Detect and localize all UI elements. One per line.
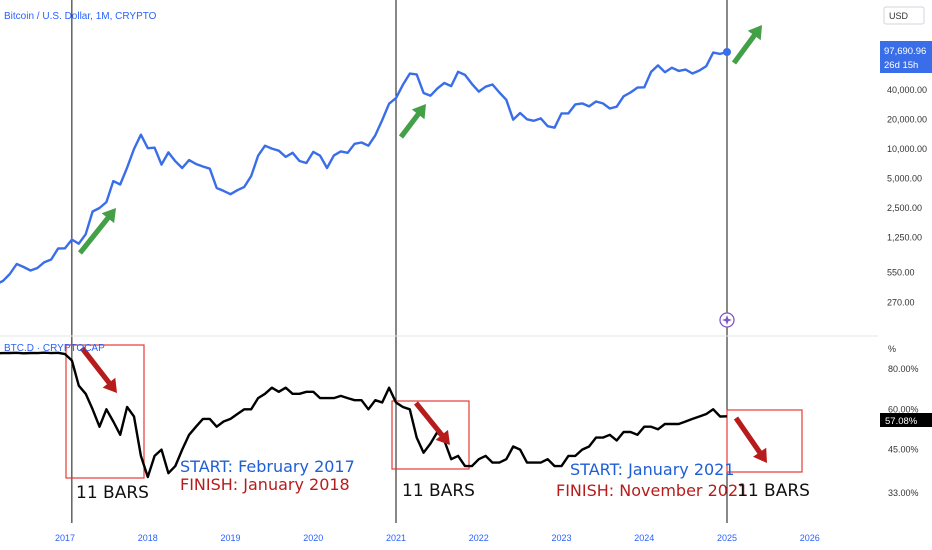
- cycle-finish-label: FINISH: November 2021: [556, 481, 748, 500]
- alert-marker-icon[interactable]: [719, 312, 735, 328]
- dominance-axis-tick: 80.00%: [888, 364, 919, 374]
- price-axis-tick: 5,000.00: [887, 174, 922, 184]
- price-axis-tick: 10,000.00: [887, 144, 927, 154]
- bars-range-box: [65, 344, 145, 479]
- arrow-up-icon: [78, 208, 116, 255]
- arrow-up-icon: [731, 25, 762, 65]
- price-series-line: [0, 50, 728, 284]
- price-axis-tick: 20,000.00: [887, 115, 927, 125]
- price-axis-tick: 40,000.00: [887, 85, 927, 95]
- bars-count-label: 11 BARS: [737, 481, 810, 501]
- bars-count-label: 11 BARS: [402, 481, 475, 501]
- dominance-last-label: 57.08%: [885, 416, 918, 427]
- dominance-axis-tick: 60.00%: [888, 404, 919, 414]
- last-price-label: 97,690.96: [884, 46, 926, 57]
- time-axis-tick: 2022: [469, 533, 489, 543]
- dominance-series-line: [0, 351, 728, 479]
- arrow-down-icon: [414, 401, 450, 445]
- time-axis-tick: 2023: [551, 533, 571, 543]
- last-price-dot: [723, 48, 731, 56]
- dominance-last-label-bg: [880, 413, 932, 427]
- cycle-finish-label: FINISH: January 2018: [180, 475, 350, 494]
- arrow-up-icon: [398, 104, 426, 139]
- bars-range-box: [391, 400, 470, 470]
- time-axis-tick: 2018: [138, 533, 158, 543]
- price-axis-tick: 1,250.00: [887, 233, 922, 243]
- cycle-start-label: START: February 2017: [180, 457, 355, 476]
- time-axis-tick: 2024: [634, 533, 654, 543]
- time-axis-tick: 2026: [800, 533, 820, 543]
- price-axis-tick: 270.00: [887, 298, 915, 308]
- bars-count-label: 11 BARS: [76, 483, 149, 503]
- arrow-down-icon: [733, 416, 767, 463]
- time-axis-tick: 2025: [717, 533, 737, 543]
- chart-title: Bitcoin / U.S. Dollar, 1M, CRYPTO: [4, 11, 157, 22]
- time-axis-tick: 2017: [55, 533, 75, 543]
- dominance-unit-label: %: [888, 344, 896, 354]
- last-price-label-bg: [880, 41, 932, 73]
- cycle-start-label: START: January 2021: [570, 460, 735, 479]
- arrow-down-icon: [79, 346, 117, 393]
- time-axis-tick: 2021: [386, 533, 406, 543]
- dominance-axis-tick: 33.00%: [888, 488, 919, 498]
- price-axis-tick: 550.00: [887, 267, 915, 277]
- time-axis-tick: 2020: [303, 533, 323, 543]
- dominance-pane-title: BTC.D · CRYPTOCAP: [4, 343, 105, 354]
- time-axis-tick: 2019: [220, 533, 240, 543]
- dominance-axis-tick: 45.00%: [888, 445, 919, 455]
- usd-button[interactable]: USD: [889, 11, 909, 21]
- price-axis-tick: 2,500.00: [887, 203, 922, 213]
- bars-range-box: [726, 409, 803, 473]
- usd-button-frame[interactable]: [883, 6, 925, 25]
- countdown-label: 26d 15h: [884, 60, 918, 71]
